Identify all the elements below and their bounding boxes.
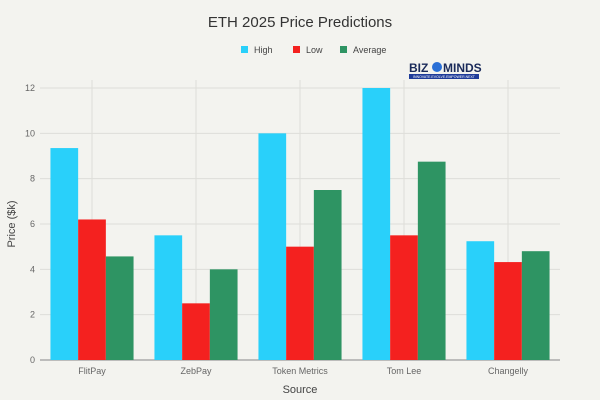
legend-swatch-high	[241, 46, 248, 53]
y-tick-label: 0	[30, 355, 35, 365]
bar-high	[154, 235, 183, 360]
svg-text:BIZ: BIZ	[409, 61, 428, 75]
bar-average	[209, 269, 238, 360]
y-tick-label: 4	[30, 264, 35, 274]
legend-swatch-average	[340, 46, 347, 53]
legend-label: Low	[306, 45, 323, 55]
y-axis-label: Price ($k)	[6, 200, 18, 247]
bar-low	[182, 303, 210, 360]
bar-high	[362, 88, 391, 360]
chart-title: ETH 2025 Price Predictions	[208, 14, 392, 31]
svg-text:MINDS: MINDS	[443, 61, 482, 75]
legend-swatch-low	[293, 46, 300, 53]
y-tick-label: 12	[25, 83, 35, 93]
bar-low	[286, 246, 314, 360]
bar-low	[494, 262, 522, 360]
bar-high	[258, 133, 287, 360]
y-tick-label: 10	[25, 128, 35, 138]
bar-average	[105, 256, 134, 360]
x-tick-label: ZebPay	[180, 366, 212, 376]
bar-average	[313, 190, 342, 360]
legend-label: Average	[353, 45, 386, 55]
y-tick-label: 2	[30, 310, 35, 320]
legend: High Low Average	[241, 45, 386, 55]
bizminds-logo: BIZ MINDS INNOVATE.EVOLVE.EMPOWER.NEXT	[409, 61, 482, 79]
bar-low	[390, 235, 418, 360]
x-tick-label: Tom Lee	[387, 366, 422, 376]
x-tick-label: FlitPay	[78, 366, 106, 376]
y-tick-label: 6	[30, 219, 35, 229]
bar-high	[50, 148, 79, 360]
y-tick-label: 8	[30, 174, 35, 184]
x-tick-label: Changelly	[488, 366, 529, 376]
x-tick-label: Token Metrics	[272, 366, 328, 376]
bar-average	[521, 251, 550, 360]
x-ticks: FlitPay ZebPay Token Metrics Tom Lee Changel…	[78, 366, 528, 376]
bar-average	[417, 161, 446, 360]
x-axis-label: Source	[283, 384, 318, 396]
svg-text:INNOVATE.EVOLVE.EMPOWER.NEXT: INNOVATE.EVOLVE.EMPOWER.NEXT	[413, 75, 476, 79]
legend-label: High	[254, 45, 273, 55]
bars	[50, 88, 550, 360]
y-ticks: 0 2 4 6 8 10 12	[25, 83, 35, 365]
bar-low	[78, 219, 106, 360]
bar-high	[466, 241, 495, 360]
